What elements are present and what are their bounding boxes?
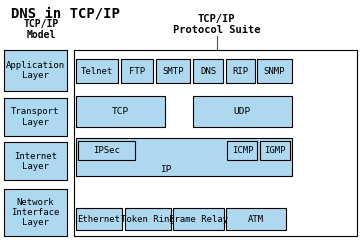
Text: TCP/IP
Protocol Suite: TCP/IP Protocol Suite <box>173 14 260 35</box>
FancyBboxPatch shape <box>76 96 165 127</box>
FancyBboxPatch shape <box>156 59 190 83</box>
Text: Internet
Layer: Internet Layer <box>14 151 57 171</box>
Text: IGMP: IGMP <box>264 146 286 155</box>
Text: Application
Layer: Application Layer <box>6 61 65 80</box>
Text: SMTP: SMTP <box>162 67 184 75</box>
Text: Frame Relay: Frame Relay <box>169 215 228 224</box>
Text: RIP: RIP <box>232 67 248 75</box>
FancyBboxPatch shape <box>76 138 292 176</box>
Text: UDP: UDP <box>234 107 251 116</box>
Text: ATM: ATM <box>248 215 264 224</box>
FancyBboxPatch shape <box>121 59 153 83</box>
Text: TCP/IP
Model: TCP/IP Model <box>24 19 59 40</box>
Text: Ethernet: Ethernet <box>77 215 121 224</box>
Text: SNMP: SNMP <box>264 67 285 75</box>
FancyBboxPatch shape <box>226 208 286 230</box>
FancyBboxPatch shape <box>193 59 223 83</box>
FancyBboxPatch shape <box>74 50 357 236</box>
FancyBboxPatch shape <box>260 141 290 160</box>
FancyBboxPatch shape <box>4 98 67 136</box>
Text: Transport
Layer: Transport Layer <box>11 107 60 127</box>
FancyBboxPatch shape <box>227 141 257 160</box>
Text: DNS in TCP/IP: DNS in TCP/IP <box>11 6 120 20</box>
Text: IP: IP <box>160 165 172 173</box>
Text: TCP: TCP <box>112 107 129 116</box>
Text: Network
Interface
Layer: Network Interface Layer <box>11 197 60 227</box>
Text: IPSec: IPSec <box>93 146 120 155</box>
Text: FTP: FTP <box>129 67 145 75</box>
FancyBboxPatch shape <box>76 208 122 230</box>
Text: Token Ring: Token Ring <box>121 215 174 224</box>
FancyBboxPatch shape <box>4 189 67 236</box>
FancyBboxPatch shape <box>4 50 67 91</box>
Text: DNS: DNS <box>200 67 216 75</box>
FancyBboxPatch shape <box>226 59 255 83</box>
FancyBboxPatch shape <box>193 96 292 127</box>
Text: ICMP: ICMP <box>232 146 253 155</box>
FancyBboxPatch shape <box>257 59 292 83</box>
FancyBboxPatch shape <box>125 208 171 230</box>
FancyBboxPatch shape <box>173 208 224 230</box>
FancyBboxPatch shape <box>76 59 118 83</box>
Text: Telnet: Telnet <box>81 67 113 75</box>
FancyBboxPatch shape <box>4 142 67 180</box>
FancyBboxPatch shape <box>78 141 135 160</box>
